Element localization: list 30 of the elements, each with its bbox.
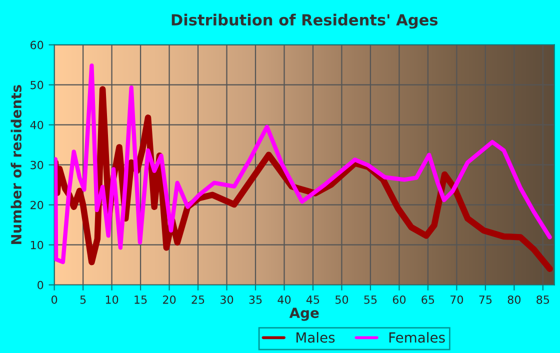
y-tick-label: 50 [30,80,44,90]
x-tick-label: 65 [422,295,434,304]
x-tick-label: 40 [278,295,291,304]
legend-label: Males [296,332,335,343]
x-tick-label: 35 [249,295,262,304]
y-tick-label: 0 [38,280,44,290]
x-tick-label: 0 [52,295,58,304]
x-tick-label: 20 [163,295,176,304]
x-tick-label: 5 [80,296,86,304]
x-tick-label: 25 [192,295,204,304]
x-tick-label: 75 [479,296,492,304]
x-axis-title: Age [289,308,319,321]
legend-label: Females [389,332,445,343]
y-tick-label: 60 [30,40,44,50]
x-tick-label: 10 [106,295,118,304]
y-tick-label: 40 [30,120,44,130]
chart-title: Distribution of Residents' Ages [172,14,438,29]
y-axis-title: Number of residents [10,85,22,244]
x-tick-label: 30 [220,295,234,304]
x-tick-label: 85 [536,295,550,304]
x-tick-label: 60 [392,295,406,304]
x-tick-label: 55 [364,296,377,304]
x-tick-label: 80 [508,295,520,304]
x-tick-label: 50 [336,295,348,304]
y-tick-label: 30 [30,160,44,170]
x-tick-label: 15 [134,296,147,304]
y-tick-label: 20 [30,200,44,210]
x-tick-label: 45 [306,296,320,304]
x-tick-label: 70 [450,295,464,304]
y-tick-label: 10 [30,240,44,250]
